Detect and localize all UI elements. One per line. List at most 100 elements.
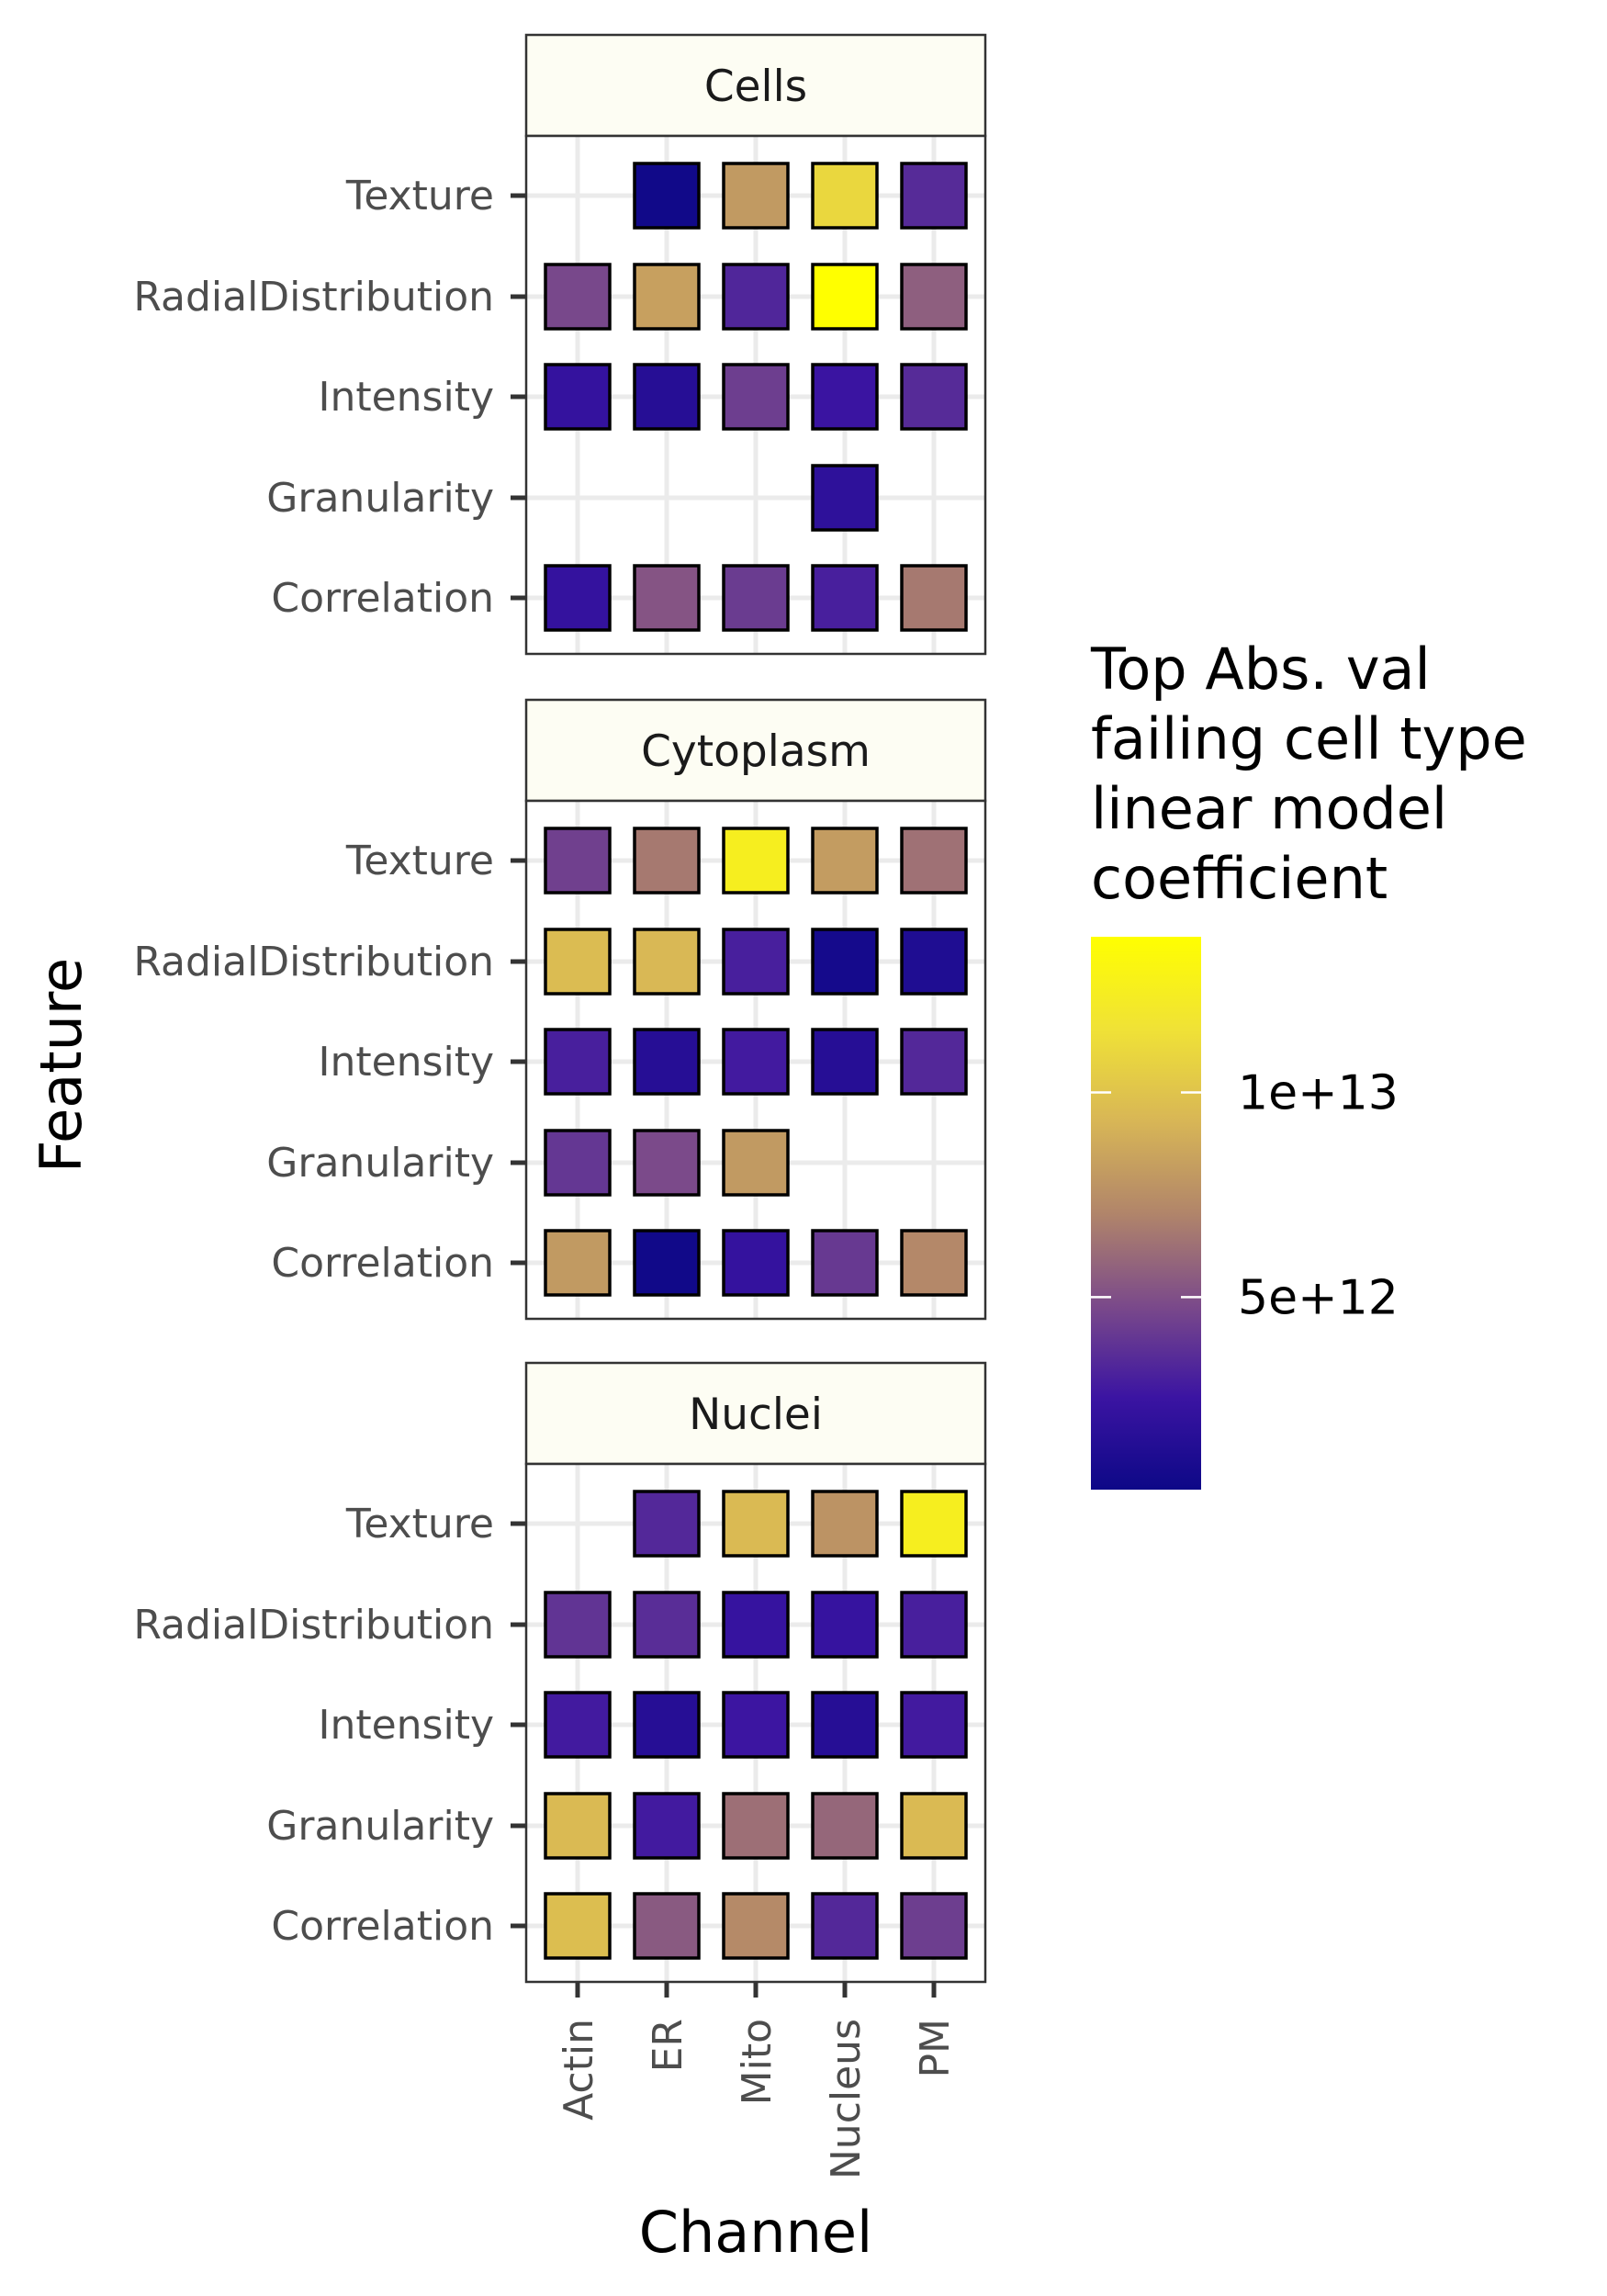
heatmap-tile	[544, 363, 612, 431]
legend-title: Top Abs. val failing cell type linear mo…	[1090, 636, 1545, 912]
heatmap-tile	[544, 1892, 612, 1960]
heatmap-tile	[633, 162, 701, 230]
heatmap-tile	[722, 827, 790, 895]
heatmap-tile	[900, 263, 968, 331]
facet-cells: Cells Texture RadialDistribution Intensity G…	[133, 33, 987, 656]
heatmap-tile	[722, 1691, 790, 1759]
y-tick-label: Texture	[345, 173, 494, 219]
heatmap-tile	[544, 1591, 612, 1659]
heatmap-tile	[633, 1691, 701, 1759]
heatmap-tile	[900, 827, 968, 895]
facet-strip	[524, 1361, 987, 1466]
heatmap-tile	[722, 363, 790, 431]
y-tick-label: Intensity	[318, 374, 494, 421]
heatmap-tile	[544, 1129, 612, 1197]
x-tick-label: Nucleus	[823, 2019, 870, 2179]
heatmap-tile	[633, 263, 701, 331]
x-tick-label: PM	[912, 2019, 959, 2078]
facet-strip-label: Nuclei	[689, 1390, 823, 1440]
heatmap-tile	[633, 1892, 701, 1960]
heatmap-tile	[722, 162, 790, 230]
y-tick-label: Texture	[345, 838, 494, 884]
heatmap-tile	[811, 564, 879, 632]
heatmap-tile	[633, 564, 701, 632]
heatmap-tile	[722, 928, 790, 996]
x-tick-label: Actin	[556, 2019, 602, 2121]
heatmap-tile	[900, 1490, 968, 1558]
facet-strip	[524, 698, 987, 803]
heatmap-tile	[544, 928, 612, 996]
heatmap-tile	[722, 1229, 790, 1297]
heatmap-tile	[900, 162, 968, 230]
heatmap-tile	[722, 263, 790, 331]
heatmap-tile	[900, 1591, 968, 1659]
heatmap-tile	[811, 363, 879, 431]
heatmap-tile	[544, 1792, 612, 1860]
legend-title-line: Top Abs. val	[1090, 636, 1431, 703]
y-tick-label: Intensity	[318, 1039, 494, 1086]
y-tick-label: Texture	[345, 1501, 494, 1548]
legend-title-line: failing cell type	[1091, 705, 1527, 772]
heatmap-tile	[900, 564, 968, 632]
heatmap-tile	[811, 827, 879, 895]
heatmap-tile	[811, 162, 879, 230]
legend-tick-label: 1e+13	[1238, 1065, 1399, 1120]
y-tick-label: Granularity	[266, 1803, 494, 1850]
heatmap-tile	[900, 1892, 968, 1960]
heatmap-tile	[900, 1691, 968, 1759]
heatmap-tile	[722, 1792, 790, 1860]
heatmap-tile	[811, 1028, 879, 1096]
heatmap-tile	[811, 1792, 879, 1860]
heatmap-tile	[633, 1028, 701, 1096]
facet-strip-label: Cytoplasm	[641, 726, 871, 777]
facet-strip-label: Cells	[704, 62, 807, 112]
y-tick-label: RadialDistribution	[133, 274, 494, 321]
heatmap-tile	[633, 827, 701, 895]
y-tick-label: Correlation	[271, 575, 494, 622]
heatmap-tile	[633, 1129, 701, 1197]
legend-title-line: linear model	[1091, 775, 1447, 842]
heatmap-tile	[722, 1490, 790, 1558]
heatmap-tile	[811, 263, 879, 331]
y-tick-label: Correlation	[271, 1903, 494, 1950]
heatmap-tile	[633, 1229, 701, 1297]
heatmap-tile	[544, 1028, 612, 1096]
color-legend: Top Abs. val failing cell type linear mo…	[1090, 636, 1545, 1490]
heatmap-tile	[544, 564, 612, 632]
heatmap-tile	[900, 928, 968, 996]
heatmap-tile	[900, 363, 968, 431]
facet-strip	[524, 33, 987, 138]
heatmap-tile	[633, 928, 701, 996]
y-tick-label: Correlation	[271, 1240, 494, 1287]
legend-tick-label: 5e+12	[1238, 1270, 1399, 1325]
heatmap-tile	[633, 363, 701, 431]
legend-title-line: coefficient	[1091, 845, 1388, 912]
heatmap-tile	[544, 263, 612, 331]
heatmap-tile	[544, 827, 612, 895]
heatmap-tile	[722, 564, 790, 632]
legend-colorbar	[1091, 937, 1201, 1490]
heatmap-tile	[811, 464, 879, 532]
heatmap-tile	[900, 1229, 968, 1297]
heatmap-tile	[722, 1028, 790, 1096]
heatmap-tile	[722, 1892, 790, 1960]
heatmap-tile	[811, 1490, 879, 1558]
y-tick-label: Intensity	[318, 1702, 494, 1749]
x-tick-label: ER	[645, 2019, 691, 2072]
facet-nuclei: Nuclei Texture RadialDistribution Intensity…	[133, 1361, 987, 2179]
heatmap-tile	[811, 1229, 879, 1297]
facet-cytoplasm: Cytoplasm Texture RadialDistribution Intens…	[133, 698, 987, 1321]
x-tick-label: Mito	[734, 2019, 781, 2105]
y-tick-label: RadialDistribution	[133, 1602, 494, 1649]
heatmap-tile	[900, 1028, 968, 1096]
heatmap-tile	[722, 1129, 790, 1197]
y-axis-title: Feature	[28, 958, 95, 1173]
y-tick-label: Granularity	[266, 1140, 494, 1187]
heatmap-tile	[544, 1691, 612, 1759]
x-axis-title: Channel	[639, 2199, 873, 2266]
heatmap-tile	[544, 1229, 612, 1297]
heatmap-tile	[722, 1591, 790, 1659]
y-tick-label: RadialDistribution	[133, 939, 494, 985]
heatmap-tile	[811, 1892, 879, 1960]
